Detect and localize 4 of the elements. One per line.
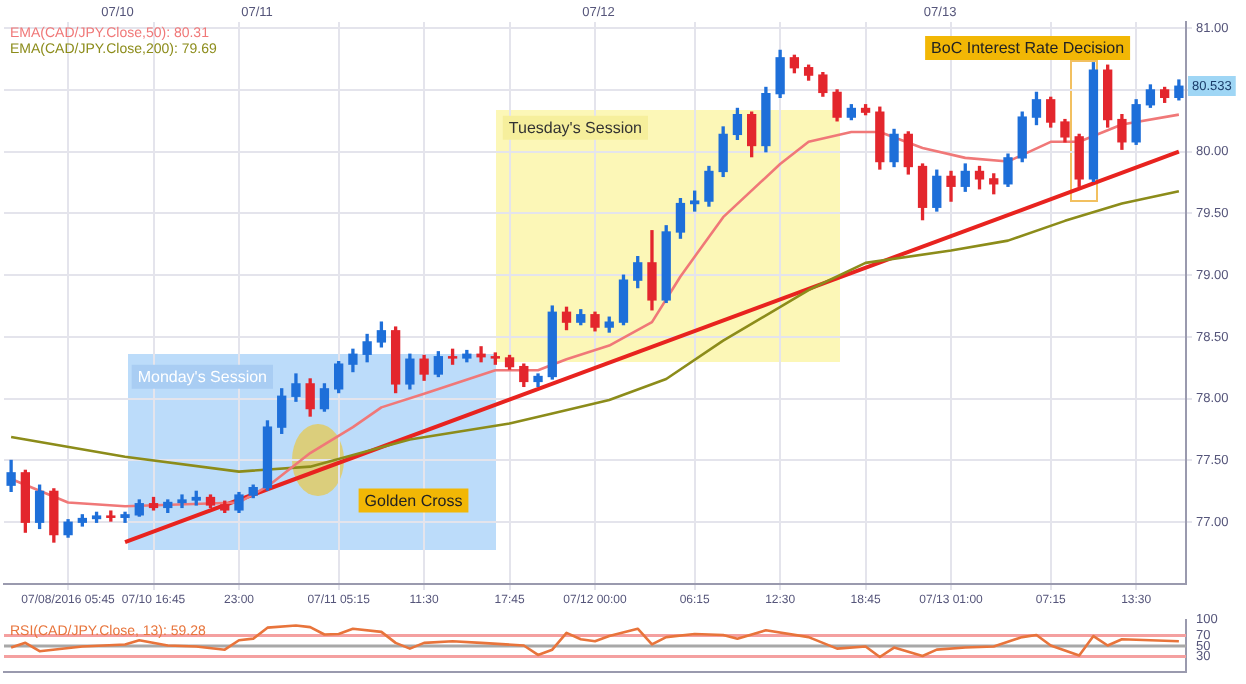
annotation: BoC Interest Rate Decision — [931, 39, 1125, 58]
annotation: Monday's Session — [137, 368, 267, 387]
annotation: Golden Cross — [364, 491, 463, 510]
annotation: Tuesday's Session — [508, 119, 643, 138]
